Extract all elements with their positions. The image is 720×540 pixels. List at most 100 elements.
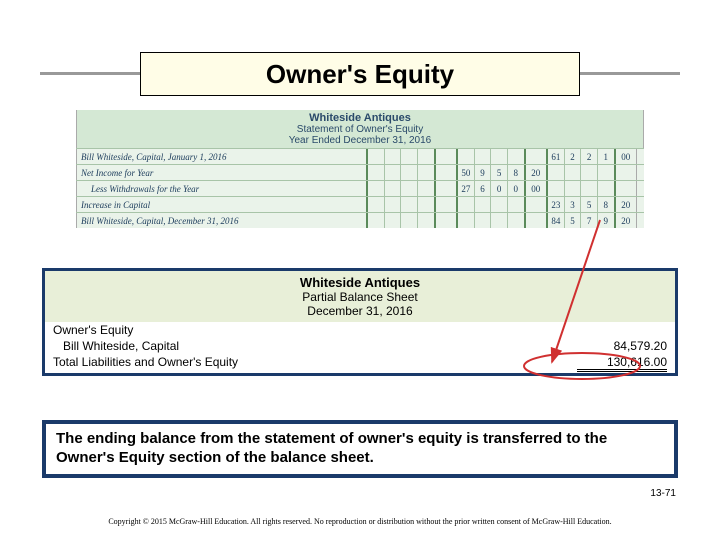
ledger-body: Bill Whiteside, Capital, January 1, 2016… [76, 148, 644, 228]
amount-cell [458, 197, 474, 212]
amount-cell [458, 149, 474, 164]
amount-cell [458, 213, 474, 228]
amount-cell: 50 [458, 165, 474, 180]
ledger-desc: Bill Whiteside, Capital, January 1, 2016 [76, 149, 366, 164]
amount-cell [417, 213, 434, 228]
amount-cell: 00 [524, 181, 546, 196]
amount-cell: 1 [597, 149, 614, 164]
amount-cell [400, 149, 417, 164]
bs-label: Owner's Equity [53, 323, 577, 337]
caption-box: The ending balance from the statement of… [42, 420, 678, 478]
equity-statement-ledger: Whiteside Antiques Statement of Owner's … [76, 110, 644, 228]
bs-header: Whiteside Antiques Partial Balance Sheet… [45, 271, 675, 322]
amount-cell [434, 213, 456, 228]
amount-cell [368, 181, 384, 196]
amount-cell: 5 [490, 165, 507, 180]
amount-cell: 5 [564, 213, 581, 228]
bs-title: Partial Balance Sheet [45, 290, 675, 304]
ledger-statement-title: Statement of Owner's Equity [77, 124, 643, 135]
amount-cell [368, 165, 384, 180]
ledger-row: Less Withdrawals for the Year2760000 [76, 180, 644, 196]
ledger-row: Bill Whiteside, Capital, January 1, 2016… [76, 148, 644, 164]
amount-cell [400, 181, 417, 196]
amount-column [366, 197, 456, 212]
amount-cell [434, 197, 456, 212]
amount-column [456, 213, 546, 228]
amount-cell: 3 [564, 197, 581, 212]
amount-cell [384, 213, 401, 228]
ledger-row: Bill Whiteside, Capital, December 31, 20… [76, 212, 644, 228]
amount-cell [564, 181, 581, 196]
amount-cell [524, 197, 546, 212]
amount-column [456, 197, 546, 212]
amount-cell: 23 [548, 197, 564, 212]
amount-column: 6122100 [546, 149, 636, 164]
amount-cell [548, 181, 564, 196]
amount-cell: 7 [580, 213, 597, 228]
bs-value [577, 323, 667, 337]
amount-cell [400, 197, 417, 212]
amount-cell [400, 165, 417, 180]
amount-cell [507, 213, 524, 228]
ledger-company: Whiteside Antiques [77, 112, 643, 124]
amount-cell [417, 181, 434, 196]
amount-cell [434, 165, 456, 180]
ledger-row: Net Income for Year5095820 [76, 164, 644, 180]
amount-cell [474, 197, 491, 212]
amount-cell [490, 197, 507, 212]
ledger-desc: Increase in Capital [76, 197, 366, 212]
bs-row: Bill Whiteside, Capital84,579.20 [45, 338, 675, 354]
amount-cell: 8 [597, 197, 614, 212]
amount-cell [564, 165, 581, 180]
amount-cell [368, 149, 384, 164]
amount-cell: 5 [580, 197, 597, 212]
amount-column [366, 213, 456, 228]
amount-cell: 9 [597, 213, 614, 228]
page-number: 13-71 [650, 488, 676, 499]
amount-cell: 8 [507, 165, 524, 180]
bs-value: 84,579.20 [577, 339, 667, 353]
amount-column: 2335820 [546, 197, 636, 212]
amount-column [546, 165, 636, 180]
ledger-desc: Less Withdrawals for the Year [76, 181, 366, 196]
amount-column [546, 181, 636, 196]
amount-cell [524, 149, 546, 164]
amount-column [456, 149, 546, 164]
amount-column [366, 181, 456, 196]
amount-column [366, 165, 456, 180]
amount-cell [490, 149, 507, 164]
amount-cell [368, 213, 384, 228]
amount-column: 8457920 [546, 213, 636, 228]
amount-cell: 20 [614, 197, 636, 212]
amount-cell [417, 197, 434, 212]
bs-row: Owner's Equity [45, 322, 675, 338]
amount-cell: 9 [474, 165, 491, 180]
ledger-header: Whiteside Antiques Statement of Owner's … [76, 110, 644, 148]
slide-title: Owner's Equity [266, 59, 454, 90]
amount-cell [474, 149, 491, 164]
bs-label: Bill Whiteside, Capital [53, 339, 577, 353]
amount-cell [434, 181, 456, 196]
amount-cell [400, 213, 417, 228]
amount-cell [614, 165, 636, 180]
amount-cell [384, 165, 401, 180]
amount-cell: 27 [458, 181, 474, 196]
amount-cell [548, 165, 564, 180]
bs-label: Total Liabilities and Owner's Equity [53, 355, 577, 372]
bs-body: Owner's EquityBill Whiteside, Capital84,… [45, 322, 675, 373]
bs-value: 130,616.00 [577, 355, 667, 372]
amount-column: 5095820 [456, 165, 546, 180]
ledger-desc: Bill Whiteside, Capital, December 31, 20… [76, 213, 366, 228]
amount-cell [384, 149, 401, 164]
amount-cell [597, 181, 614, 196]
bs-row: Total Liabilities and Owner's Equity130,… [45, 354, 675, 373]
amount-cell [597, 165, 614, 180]
partial-balance-sheet: Whiteside Antiques Partial Balance Sheet… [42, 268, 678, 376]
bs-company: Whiteside Antiques [45, 275, 675, 290]
amount-cell [614, 181, 636, 196]
amount-cell [368, 197, 384, 212]
amount-cell [417, 149, 434, 164]
amount-cell: 0 [490, 181, 507, 196]
amount-cell [580, 165, 597, 180]
copyright-text: Copyright © 2015 McGraw-Hill Education. … [0, 517, 720, 526]
